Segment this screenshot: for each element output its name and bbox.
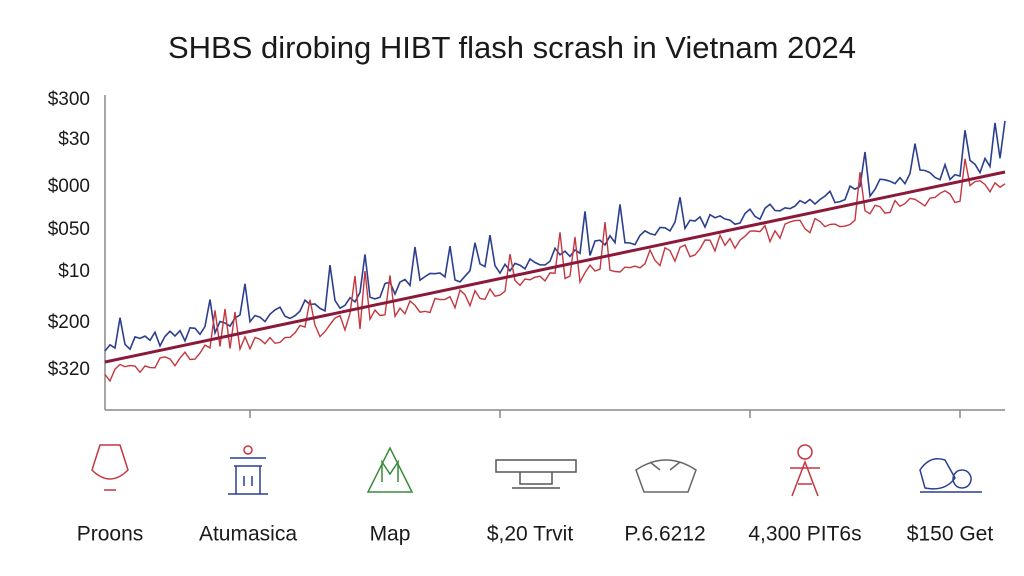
y-label: $300 bbox=[48, 89, 90, 110]
icon bbox=[790, 459, 820, 497]
icon bbox=[243, 445, 253, 455]
y-label: $320 bbox=[48, 359, 90, 380]
items: Proons Atumasica Map $,20 Trvit P.6.6212 4,30… bbox=[77, 523, 994, 546]
item-label: P.6.6212 bbox=[624, 523, 705, 546]
y-label: $30 bbox=[58, 129, 90, 150]
icon bbox=[919, 458, 982, 493]
title: SHBS dirobing HIBT flash scrash in Vietn… bbox=[168, 30, 856, 65]
y-label: $000 bbox=[48, 176, 90, 197]
item-label: $150 Get bbox=[907, 523, 994, 546]
icon bbox=[495, 459, 577, 489]
y-labels: $300 $30 $000 $050 $10 $200 $320 bbox=[48, 89, 90, 380]
y-label: $050 bbox=[48, 219, 90, 240]
y-label: $10 bbox=[58, 261, 90, 282]
item-label: Map bbox=[370, 523, 411, 546]
item-label: Atumasica bbox=[199, 523, 297, 546]
red-line bbox=[104, 158, 1006, 383]
icon bbox=[228, 457, 268, 495]
blue-line bbox=[104, 120, 1006, 352]
item-label: $,20 Trvit bbox=[487, 523, 574, 546]
trend-line bbox=[104, 170, 1006, 364]
x-ticks bbox=[249, 410, 961, 418]
item-label: Proons bbox=[77, 523, 144, 546]
icon bbox=[797, 444, 813, 460]
icon bbox=[91, 444, 129, 491]
icon bbox=[635, 459, 697, 493]
icon bbox=[366, 446, 414, 493]
icons bbox=[91, 444, 982, 497]
item-label: 4,300 PIT6s bbox=[748, 523, 861, 546]
y-label: $200 bbox=[48, 312, 90, 333]
